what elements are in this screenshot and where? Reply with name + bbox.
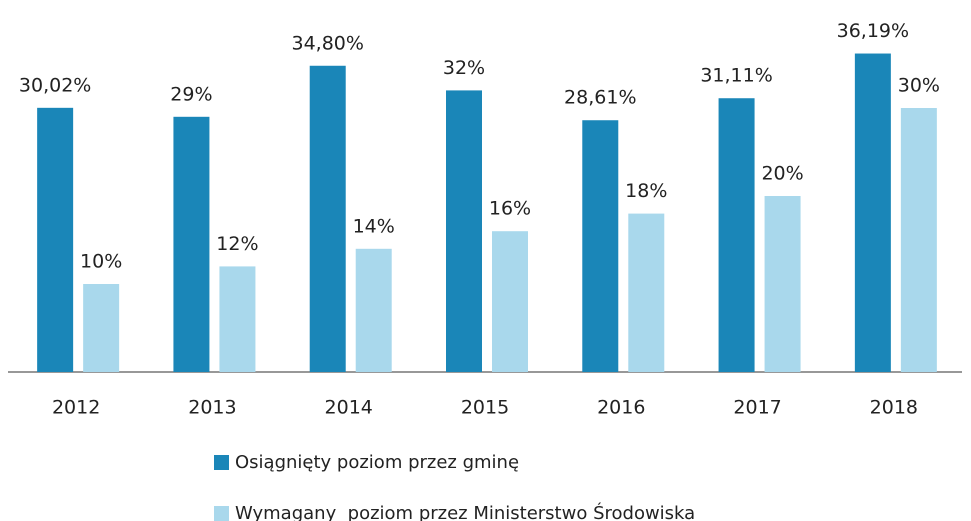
bar (582, 120, 619, 373)
bar (492, 231, 528, 372)
x-tick-label: 2012 (52, 397, 100, 419)
data-label: 12% (216, 233, 258, 255)
bar (446, 90, 482, 373)
data-label: 30,02% (19, 74, 91, 96)
bar (854, 53, 891, 372)
data-label: 30% (898, 75, 940, 97)
data-label: 14% (353, 215, 395, 237)
data-label: 18% (625, 180, 667, 202)
legend: Osiągnięty poziom przez gminę Wymagany po… (214, 452, 695, 521)
legend-swatch (214, 506, 229, 521)
x-tick-label: 2016 (597, 397, 645, 419)
data-label: 32% (443, 57, 485, 79)
bar (219, 266, 256, 372)
bar (37, 107, 74, 372)
bar (900, 108, 937, 372)
legend-label: Osiągnięty poziom przez gminę (235, 452, 519, 473)
x-tick-label: 2015 (461, 397, 509, 419)
bar (173, 116, 210, 372)
data-label: 29% (170, 83, 212, 105)
bar (718, 98, 755, 373)
data-label: 28,61% (564, 87, 636, 109)
bar (355, 248, 392, 372)
bar (628, 213, 665, 372)
x-tick-label: 2013 (188, 397, 236, 419)
legend-label: Wymagany poziom przez Ministerstwo Środo… (235, 502, 695, 521)
data-label: 10% (80, 251, 122, 273)
x-tick-label: 2018 (870, 397, 918, 419)
bar (309, 65, 346, 372)
bar (83, 284, 120, 372)
bar (764, 196, 801, 372)
data-label: 16% (489, 198, 531, 220)
data-label: 20% (761, 163, 803, 185)
legend-swatch (214, 455, 229, 470)
data-label: 36,19% (837, 20, 909, 42)
data-label: 31,11% (700, 65, 772, 87)
x-tick-label: 2017 (733, 397, 781, 419)
data-label: 34,80% (291, 32, 363, 54)
x-tick-label: 2014 (325, 397, 373, 419)
